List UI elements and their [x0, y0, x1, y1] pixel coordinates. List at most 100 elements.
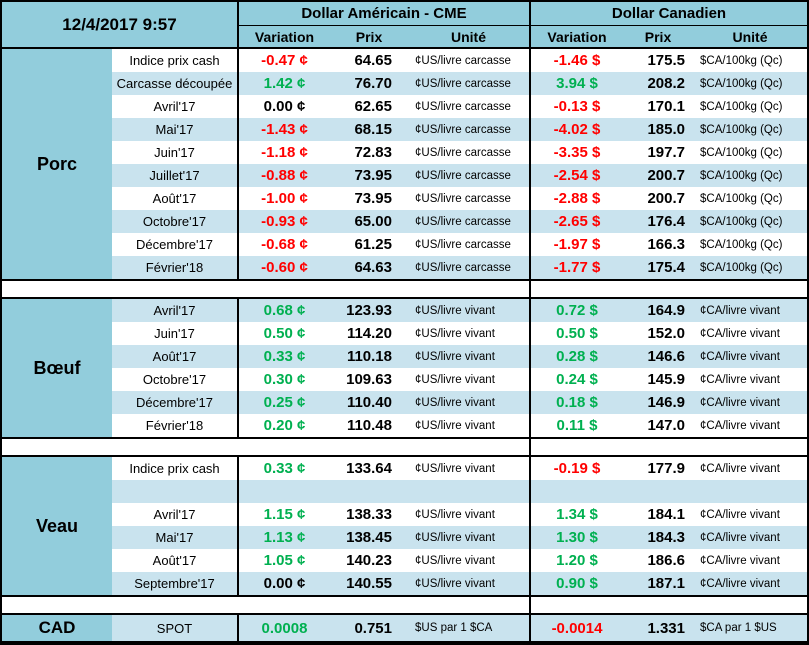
us-price: 62.65 [354, 98, 392, 115]
ca-price: 187.1 [647, 575, 685, 592]
timestamp-cell: 12/4/2017 9:57 [2, 2, 239, 47]
ca-unit: ¢CA/livre vivant [700, 350, 780, 363]
ca-price: 184.3 [647, 529, 685, 546]
section-label: Bœuf [2, 299, 112, 437]
section-rows: Indice prix cash -0.47 ¢ 64.65 ¢US/livre ca… [112, 49, 807, 279]
ca-price: 152.0 [647, 325, 685, 342]
ca-price: 1.331 [647, 619, 685, 637]
row-label: Février'18 [112, 256, 239, 279]
us-unit: ¢US/livre vivant [408, 368, 531, 391]
cad-subheader: Variation Prix Unité [531, 26, 807, 47]
us-variation: 1.15 ¢ [263, 506, 306, 523]
us-price: 133.64 [346, 460, 392, 477]
row-label: Avril'17 [112, 503, 239, 526]
cad-col-prix: Prix [644, 28, 672, 45]
row-label: Juin'17 [112, 322, 239, 345]
section-gap [2, 595, 807, 615]
table-row: Carcasse découpée 1.42 ¢ 76.70 ¢US/livre ca… [112, 72, 807, 95]
us-unit: ¢US/livre carcasse [408, 118, 531, 141]
ca-price: 200.7 [647, 190, 685, 207]
table-row: Décembre'17 -0.68 ¢ 61.25 ¢US/livre carcass… [112, 233, 807, 256]
us-price: 72.83 [354, 144, 392, 161]
us-price: 64.65 [354, 52, 392, 69]
us-unit: ¢US/livre vivant [408, 391, 531, 414]
us-price [330, 480, 408, 503]
ca-variation: 1.34 $ [556, 506, 598, 523]
ca-unit: $CA/100kg (Qc) [700, 123, 783, 136]
us-unit: ¢US/livre carcasse [408, 49, 531, 72]
us-variation: -0.88 ¢ [261, 167, 308, 184]
row-label: Mai'17 [112, 118, 239, 141]
ca-variation: -0.19 $ [553, 460, 601, 477]
us-price: 73.95 [354, 167, 392, 184]
table-row: Août'17 0.33 ¢ 110.18 ¢US/livre vivant 0.28 … [112, 345, 807, 368]
table-row: Septembre'17 0.00 ¢ 140.55 ¢US/livre vivant… [112, 572, 807, 595]
us-unit: ¢US/livre vivant [408, 549, 531, 572]
usd-col-variation: Variation [254, 28, 315, 45]
ca-unit: $CA/100kg (Qc) [700, 192, 783, 205]
row-label: Août'17 [112, 345, 239, 368]
ca-price: 170.1 [647, 98, 685, 115]
row-label: Octobre'17 [112, 210, 239, 233]
ca-price: 208.2 [647, 75, 685, 92]
row-label: Août'17 [112, 549, 239, 572]
spot-row: SPOT 0.0008 0.751 $US par 1 $CA -0.0014 1.331… [112, 615, 807, 641]
table-body: Porc Indice prix cash -0.47 ¢ 64.65 ¢US/livr… [2, 49, 807, 641]
ca-price: 166.3 [647, 236, 685, 253]
us-variation: -0.68 ¢ [261, 236, 308, 253]
ca-variation: 0.18 $ [556, 394, 598, 411]
table-row: Indice prix cash 0.33 ¢ 133.64 ¢US/livre vi… [112, 457, 807, 480]
ca-variation: -0.0014 [551, 619, 603, 637]
ca-unit: $CA/100kg (Qc) [700, 238, 783, 251]
row-label: Avril'17 [112, 299, 239, 322]
us-variation: 0.33 ¢ [263, 460, 306, 477]
table-row: Décembre'17 0.25 ¢ 110.40 ¢US/livre vivant 0… [112, 391, 807, 414]
row-label: Juin'17 [112, 141, 239, 164]
ca-unit: $CA/100kg (Qc) [700, 77, 783, 90]
us-variation: -0.47 ¢ [261, 52, 308, 69]
ca-price: 200.7 [647, 167, 685, 184]
us-unit: $US par 1 $CA [408, 615, 531, 641]
us-price: 68.15 [354, 121, 392, 138]
ca-variation: 0.50 $ [556, 325, 598, 342]
us-unit: ¢US/livre carcasse [408, 95, 531, 118]
ca-variation: -1.77 $ [553, 259, 601, 276]
us-unit: ¢US/livre carcasse [408, 72, 531, 95]
us-unit: ¢US/livre carcasse [408, 141, 531, 164]
table-row: Indice prix cash -0.47 ¢ 64.65 ¢US/livre ca… [112, 49, 807, 72]
us-variation: -0.60 ¢ [261, 259, 308, 276]
usd-col-prix: Prix [355, 28, 383, 45]
ca-unit: $CA/100kg (Qc) [700, 169, 783, 182]
ca-variation: 0.90 $ [556, 575, 598, 592]
row-label: Octobre'17 [112, 368, 239, 391]
section-porc: Porc Indice prix cash -0.47 ¢ 64.65 ¢US/livr… [2, 49, 807, 279]
us-price: 76.70 [354, 75, 392, 92]
table-row: Mai'17 -1.43 ¢ 68.15 ¢US/livre carcasse -4.0… [112, 118, 807, 141]
row-label: Indice prix cash [112, 457, 239, 480]
us-unit: ¢US/livre vivant [408, 345, 531, 368]
us-price: 114.20 [346, 325, 392, 342]
section-bœuf: Bœuf Avril'17 0.68 ¢ 123.93 ¢US/livre vivant… [2, 299, 807, 437]
ca-unit: ¢CA/livre vivant [700, 304, 780, 317]
ca-variation: -2.54 $ [553, 167, 601, 184]
section-rows: Avril'17 0.68 ¢ 123.93 ¢US/livre vivant 0.72… [112, 299, 807, 437]
row-label: Décembre'17 [112, 391, 239, 414]
us-unit: ¢US/livre vivant [408, 572, 531, 595]
section-gap [2, 279, 807, 299]
table-row: Mai'17 1.13 ¢ 138.45 ¢US/livre vivant 1.30 $… [112, 526, 807, 549]
us-unit: ¢US/livre carcasse [408, 256, 531, 279]
ca-price: 164.9 [647, 302, 685, 319]
us-unit: ¢US/livre carcasse [408, 187, 531, 210]
ca-price: 197.7 [647, 144, 685, 161]
row-label [112, 480, 239, 503]
section-cad: CAD SPOT 0.0008 0.751 $US par 1 $CA -0.0014 1.… [2, 615, 807, 641]
ca-variation: 0.11 $ [556, 417, 598, 434]
table-row: Juin'17 -1.18 ¢ 72.83 ¢US/livre carcasse -3.… [112, 141, 807, 164]
row-label: Septembre'17 [112, 572, 239, 595]
ca-unit: ¢CA/livre vivant [700, 419, 780, 432]
us-price: 0.751 [354, 619, 392, 637]
table-row: Octobre'17 0.30 ¢ 109.63 ¢US/livre vivant 0.… [112, 368, 807, 391]
us-variation: 0.33 ¢ [263, 348, 306, 365]
us-unit: ¢US/livre vivant [408, 457, 531, 480]
table-row [112, 480, 807, 503]
